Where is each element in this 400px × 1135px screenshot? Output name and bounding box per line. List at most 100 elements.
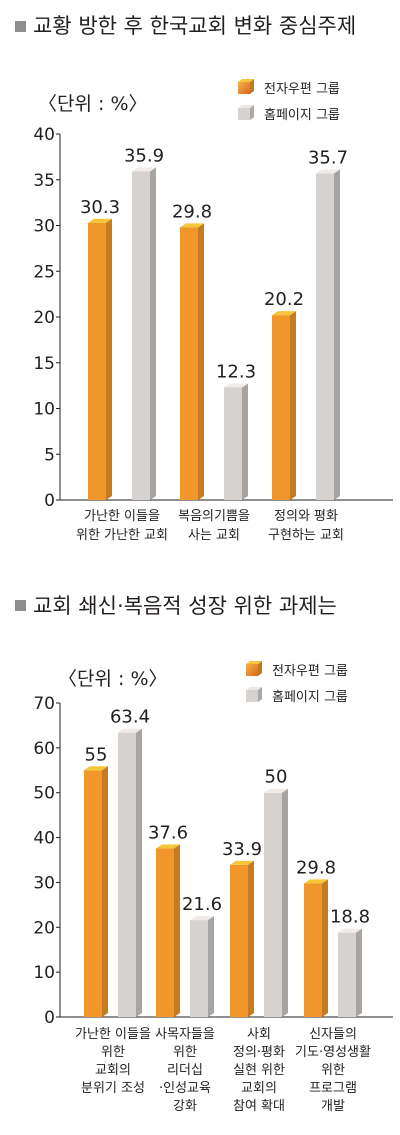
- bar-top-face: [272, 311, 296, 316]
- value-label: 29.8: [296, 857, 336, 878]
- bar-email-0: [88, 222, 106, 500]
- bar-email-2: [230, 864, 248, 1017]
- title-square-1: [15, 21, 26, 32]
- y-tick-label: 0: [44, 491, 55, 511]
- category-label: 정의와 평화: [274, 509, 338, 524]
- legend-label: 홈페이지 그룹: [272, 690, 348, 705]
- y-tick-label: 10: [33, 400, 55, 420]
- bar-top-face: [156, 844, 180, 849]
- y-tick-label: 15: [33, 354, 55, 374]
- value-label: 33.9: [222, 839, 262, 860]
- bar-top-face: [84, 766, 108, 771]
- y-tick-label: 35: [33, 171, 55, 191]
- bar-side-face: [208, 916, 214, 1017]
- category-label: 가난한 이들을: [84, 509, 160, 524]
- bar-side-face: [102, 766, 108, 1017]
- chart-2: 0 10 20 30 40 50 60 70 55 37.6 33.9 29.8 63.4 21.6 50 1…: [33, 661, 393, 1114]
- bar-homepage-1: [190, 920, 208, 1017]
- category-label: 리더십: [167, 1063, 203, 1078]
- legend-swatch: [238, 82, 250, 94]
- category-label: 위한: [101, 1045, 125, 1060]
- y-tick-label: 30: [33, 217, 55, 237]
- legend-label: 홈페이지 그룹: [264, 108, 340, 123]
- value-label: 37.6: [148, 822, 188, 843]
- y-tick-label: 40: [33, 125, 55, 145]
- bar-side-face: [248, 860, 254, 1017]
- category-label: 기도·영성생활: [295, 1045, 371, 1060]
- bar-side-face: [198, 223, 204, 500]
- bar-side-face: [174, 844, 180, 1017]
- category-label: ·인성교육: [159, 1081, 211, 1096]
- legend-swatch-top: [246, 661, 262, 664]
- category-label: 참여 확대: [233, 1099, 285, 1114]
- category-label: 정의·평화: [233, 1045, 285, 1060]
- bar-side-face: [106, 218, 112, 500]
- chart1-title: 교황 방한 후 한국교회 변화 중심주제: [33, 14, 356, 38]
- bar-top-face: [180, 223, 204, 228]
- legend-swatch: [238, 108, 250, 120]
- value-label: 35.7: [308, 147, 348, 168]
- category-label: 구현하는 교회: [268, 528, 344, 543]
- category-label: 프로그램: [309, 1081, 357, 1096]
- bar-homepage-0: [132, 171, 150, 500]
- y-tick-label: 0: [44, 1008, 55, 1028]
- category-label: 교회의: [95, 1063, 131, 1078]
- category-label: 가난한 이들을: [75, 1027, 151, 1042]
- bar-email-1: [180, 227, 198, 500]
- value-label: 30.3: [80, 197, 120, 218]
- chart2-title: 교회 쇄신·복음적 성장 위한 과제는: [33, 594, 337, 618]
- bar-top-face: [230, 860, 254, 865]
- bar-homepage-2: [264, 792, 282, 1017]
- value-label: 20.2: [264, 289, 304, 310]
- bar-top-face: [88, 218, 112, 223]
- legend-swatch-side: [250, 105, 254, 120]
- value-label: 55: [85, 744, 108, 765]
- bar-email-0: [84, 770, 102, 1017]
- y-tick-label: 20: [33, 918, 55, 938]
- y-tick-label: 5: [44, 445, 55, 465]
- value-label: 50: [265, 767, 288, 788]
- bar-side-face: [290, 311, 296, 500]
- y-tick-label: 20: [33, 308, 55, 328]
- chart1-unit-label: 〈단위 : %〉: [38, 93, 148, 115]
- y-tick-label: 25: [33, 262, 55, 282]
- legend-swatch-side: [258, 687, 262, 702]
- bar-homepage-0: [118, 732, 136, 1017]
- category-label: 실현 위한: [233, 1063, 285, 1078]
- category-label: 위한: [321, 1063, 345, 1078]
- bar-top-face: [118, 728, 142, 733]
- legend-swatch-side: [258, 661, 262, 676]
- bar-email-2: [272, 315, 290, 500]
- bar-top-face: [224, 383, 248, 388]
- y-tick-label: 50: [33, 784, 55, 804]
- bar-homepage-1: [224, 387, 242, 500]
- y-tick-label: 10: [33, 963, 55, 983]
- bar-homepage-3: [338, 932, 356, 1017]
- bar-side-face: [356, 928, 362, 1017]
- value-label: 12.3: [216, 361, 256, 382]
- bar-email-3: [304, 883, 322, 1017]
- category-label: 교회의: [241, 1081, 277, 1096]
- value-label: 63.4: [110, 707, 150, 728]
- chart2-unit-label: 〈단위 : %〉: [58, 668, 168, 690]
- bar-side-face: [242, 383, 248, 500]
- category-label: 개발: [321, 1099, 345, 1114]
- title-square-2: [15, 600, 26, 611]
- category-label: 위한 가난한 교회: [76, 528, 168, 543]
- bar-top-face: [316, 169, 340, 174]
- category-label: 복음의기쁨을: [178, 509, 250, 524]
- category-label: 위한: [173, 1045, 197, 1060]
- bar-side-face: [150, 167, 156, 500]
- value-label: 29.8: [172, 201, 212, 222]
- legend-swatch-side: [250, 79, 254, 94]
- bar-side-face: [334, 169, 340, 500]
- y-tick-label: 60: [33, 739, 55, 759]
- bar-side-face: [136, 728, 142, 1017]
- legend-swatch-top: [246, 687, 262, 690]
- y-tick-label: 30: [33, 873, 55, 893]
- bar-top-face: [264, 788, 288, 793]
- category-label: 신자들의: [309, 1027, 357, 1042]
- bar-side-face: [282, 788, 288, 1017]
- y-tick-label: 40: [33, 829, 55, 849]
